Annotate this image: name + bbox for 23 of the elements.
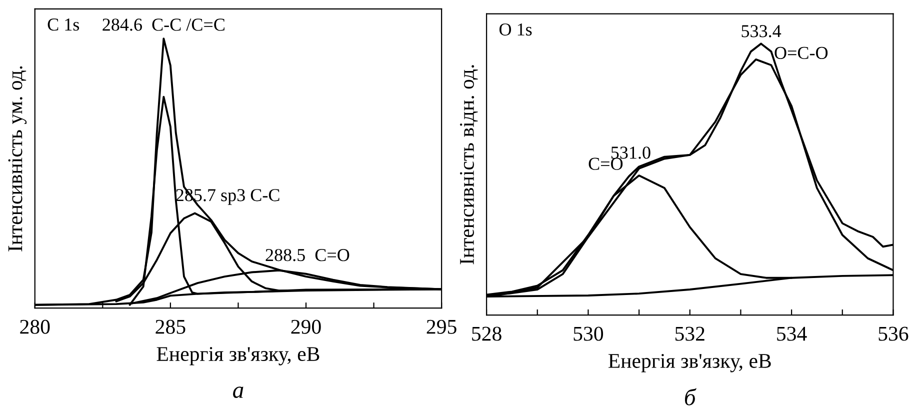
x-axis-title: Енергія зв'язку, еВ	[156, 347, 320, 366]
text: C 1s	[48, 18, 80, 31]
annotation: 288.5 C=O	[266, 248, 350, 262]
text: б	[684, 388, 696, 406]
x-axis-title: Енергія зв'язку, еВ	[608, 354, 771, 372]
x-tick-label: 530	[574, 326, 604, 341]
x-tick-label: 528	[472, 326, 502, 341]
y-axis-title: Інтенсивність відн. од.	[460, 65, 478, 264]
annotation: 284.6 C-C /C=C	[102, 18, 224, 31]
x-tick-label: 534	[777, 326, 807, 341]
x-tick-label: 280	[20, 320, 50, 334]
x-tick-label: 290	[291, 320, 321, 334]
text: O 1s	[499, 23, 532, 36]
x-tick-label: 532	[675, 326, 704, 341]
x-tick-label: 295	[426, 320, 456, 334]
text: а	[233, 386, 244, 398]
x-tick-label: 285	[156, 320, 186, 334]
y-axis-title: Інтенсивність ум. од.	[8, 66, 27, 252]
x-tick-label: 536	[878, 326, 908, 341]
annotation: O=C-O	[774, 46, 828, 59]
annotation: 533.4	[742, 25, 782, 38]
annotation: 531.0	[611, 146, 650, 159]
annotation: C=O	[588, 158, 623, 170]
